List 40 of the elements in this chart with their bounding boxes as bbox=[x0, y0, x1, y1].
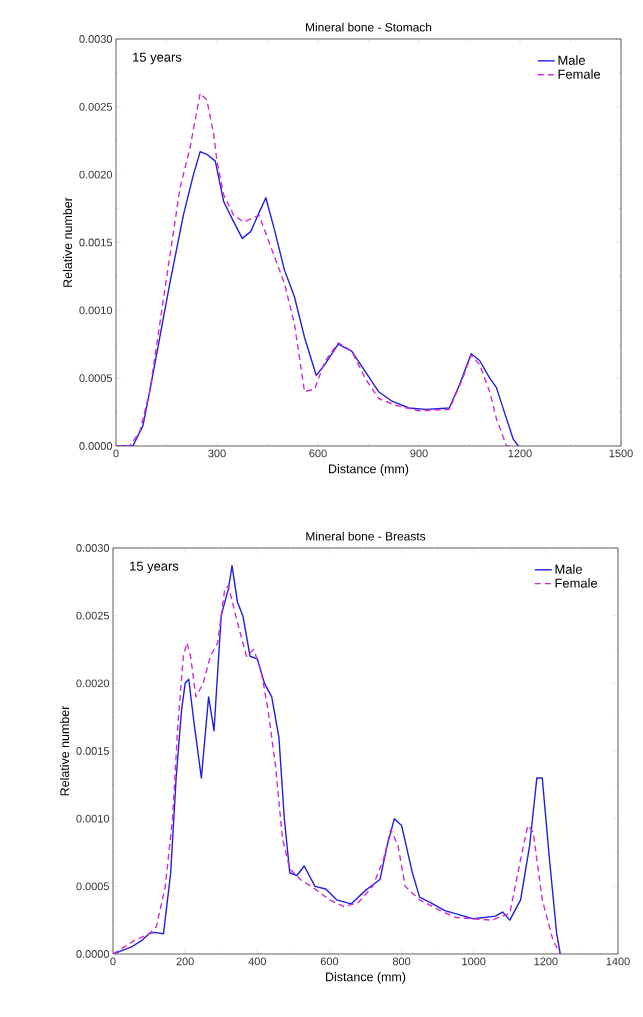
x-tick-label: 600 bbox=[309, 449, 327, 458]
x-axis-title: Distance (mm) bbox=[326, 972, 406, 984]
x-tick-label: 400 bbox=[248, 957, 266, 966]
chart-title: Mineral bone - Stomach bbox=[306, 22, 432, 32]
legend-label: Female bbox=[558, 69, 601, 79]
annotation: 15 years bbox=[130, 561, 179, 574]
x-tick-label: 800 bbox=[392, 957, 411, 966]
y-tick-label: 0.0015 bbox=[79, 238, 113, 247]
y-tick-label: 0.0025 bbox=[79, 102, 113, 111]
x-axis-title: Distance (mm) bbox=[329, 464, 409, 476]
x-tick-label: 300 bbox=[208, 449, 226, 458]
x-tick-label: 1200 bbox=[534, 957, 558, 966]
y-tick-label: 0.0025 bbox=[76, 611, 110, 620]
x-tick-label: 1000 bbox=[462, 957, 486, 966]
y-tick-label: 0.0020 bbox=[76, 679, 110, 688]
x-tick-label: 0 bbox=[113, 449, 119, 458]
legend-label: Female bbox=[555, 578, 598, 588]
x-tick-label: 200 bbox=[176, 957, 194, 966]
y-axis-title: Relative number bbox=[59, 705, 70, 796]
x-tick-label: 900 bbox=[410, 449, 428, 458]
annotation: 15 years bbox=[133, 52, 182, 65]
x-tick-label: 1500 bbox=[609, 449, 633, 458]
x-tick-label: 600 bbox=[320, 957, 339, 966]
y-tick-label: 0.0005 bbox=[76, 882, 110, 891]
y-tick-label: 0.0030 bbox=[79, 35, 113, 43]
legend-label: Male bbox=[558, 55, 585, 65]
x-tick-label: 1400 bbox=[606, 957, 630, 966]
y-tick-label: 0.0000 bbox=[76, 950, 110, 958]
chart-title: Mineral bone - Breasts bbox=[306, 531, 426, 541]
x-tick-label: 1200 bbox=[508, 449, 532, 458]
y-tick-label: 0.0020 bbox=[79, 170, 113, 179]
x-tick-label: 0 bbox=[110, 957, 116, 966]
y-tick-label: 0.0010 bbox=[79, 306, 113, 315]
y-axis-title: Relative number bbox=[62, 197, 73, 287]
legend-label: Male bbox=[555, 564, 582, 574]
y-tick-label: 0.0010 bbox=[76, 814, 110, 823]
y-tick-label: 0.0005 bbox=[79, 374, 113, 383]
y-tick-label: 0.0000 bbox=[79, 442, 113, 450]
y-tick-label: 0.0015 bbox=[76, 747, 110, 755]
y-tick-label: 0.0030 bbox=[76, 544, 110, 552]
